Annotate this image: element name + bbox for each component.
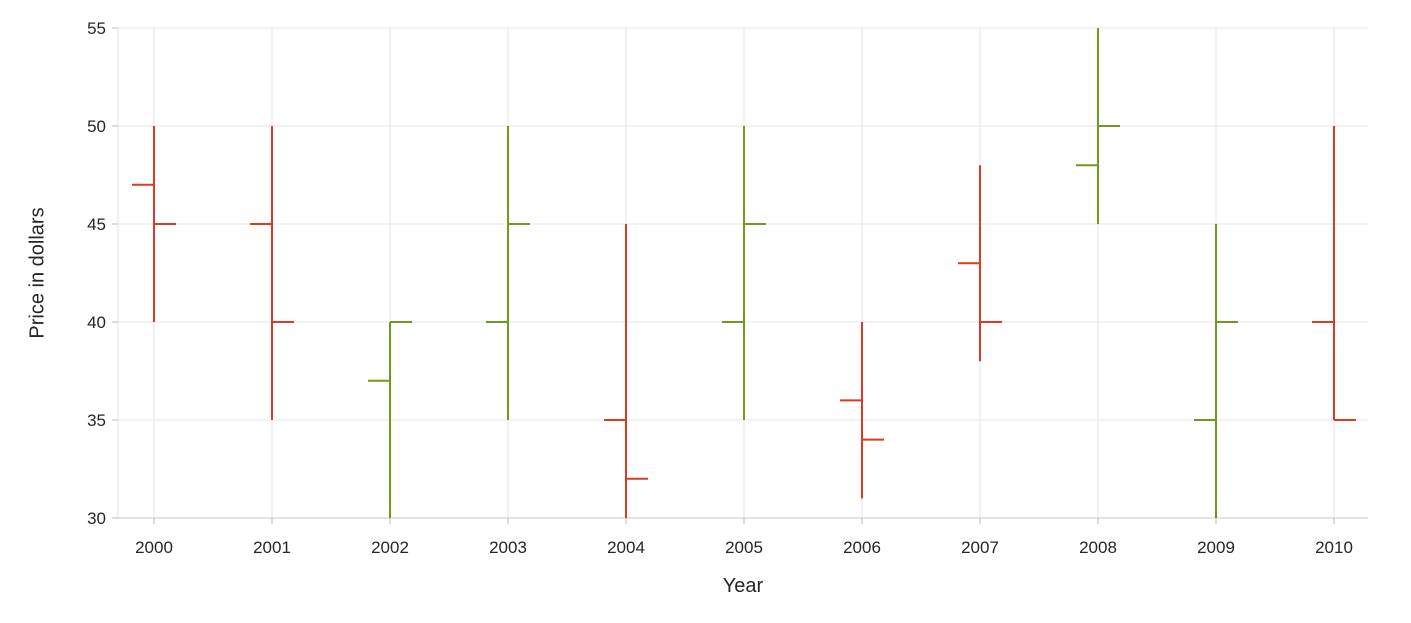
- x-tick-label: 2008: [1079, 538, 1117, 557]
- x-axis-title: Year: [722, 575, 764, 597]
- x-tick-label: 2003: [489, 538, 527, 557]
- x-tick-label: 2001: [253, 538, 291, 557]
- x-tick-label: 2006: [843, 538, 881, 557]
- y-tick-label: 35: [87, 411, 106, 430]
- x-tick-label: 2004: [607, 538, 645, 557]
- y-tick-label: 50: [87, 117, 106, 136]
- y-tick-label: 40: [87, 313, 106, 332]
- x-tick-label: 2010: [1315, 538, 1353, 557]
- y-tick-label: 45: [87, 215, 106, 234]
- y-tick-label: 55: [87, 19, 106, 38]
- x-tick-label: 2000: [135, 538, 173, 557]
- y-axis-title: Price in dollars: [26, 207, 49, 339]
- x-tick-label: 2002: [371, 538, 409, 557]
- y-tick-label: 30: [87, 509, 106, 528]
- x-tick-label: 2005: [725, 538, 763, 557]
- x-tick-label: 2007: [961, 538, 999, 557]
- x-tick-label: 2009: [1197, 538, 1235, 557]
